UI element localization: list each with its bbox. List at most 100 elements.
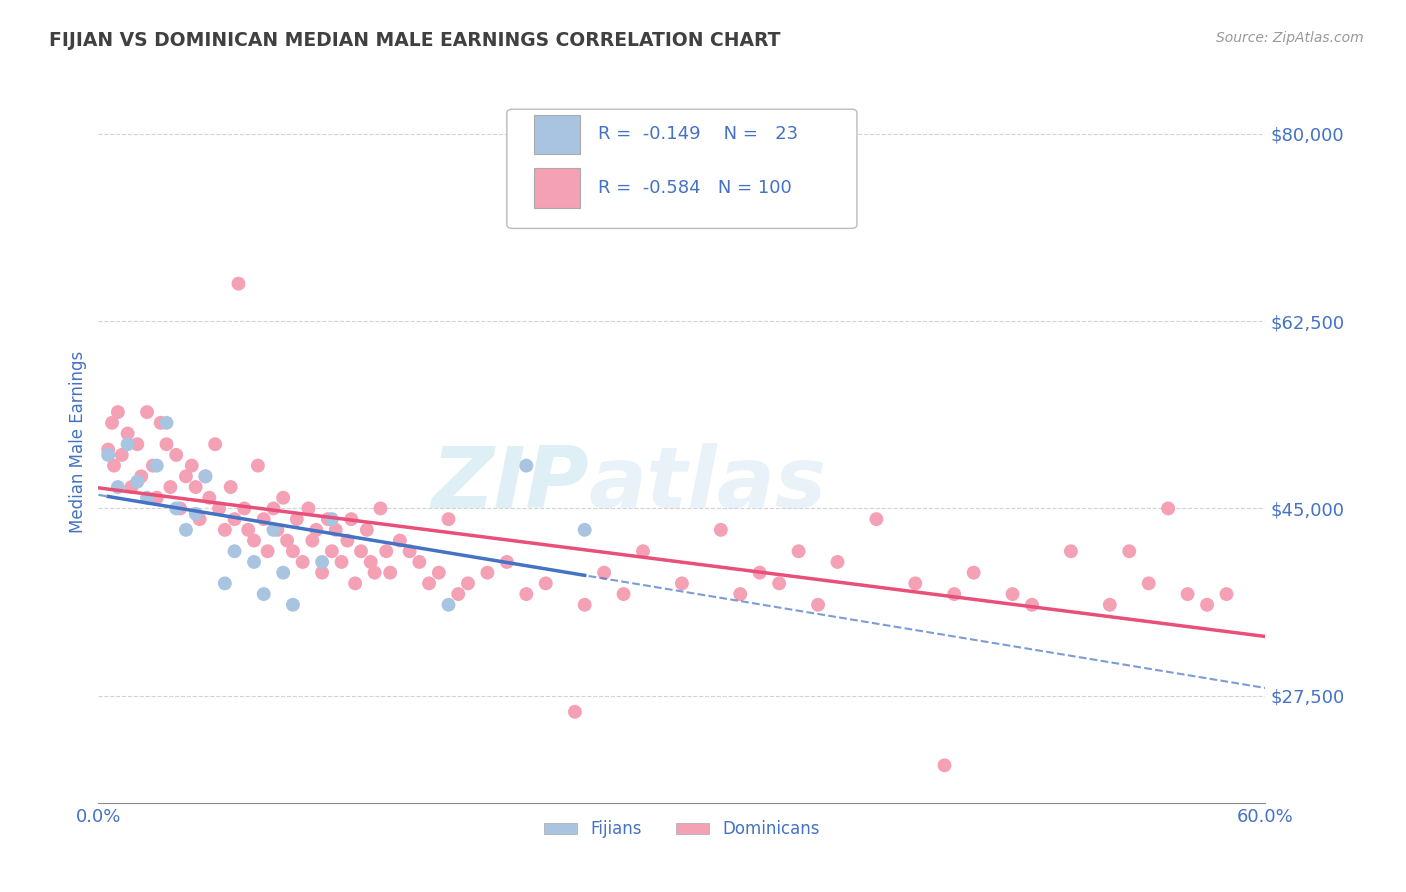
Point: [1137, 576, 1160, 591]
Point: [305, 523, 328, 537]
Text: R =  -0.149    N =   23: R = -0.149 N = 23: [598, 125, 799, 144]
Point: [1060, 544, 1083, 558]
Text: Source: ZipAtlas.com: Source: ZipAtlas.com: [1216, 31, 1364, 45]
Point: [297, 501, 319, 516]
Point: [127, 437, 149, 451]
Point: [107, 405, 129, 419]
Point: [316, 512, 339, 526]
Point: [246, 458, 269, 473]
Point: [136, 405, 159, 419]
Point: [169, 501, 191, 516]
Point: [437, 598, 460, 612]
Point: [1195, 598, 1218, 612]
Point: [224, 544, 246, 558]
Point: [97, 442, 120, 457]
Point: [233, 501, 256, 516]
Point: [165, 501, 187, 516]
Point: [904, 576, 927, 591]
Point: [111, 448, 134, 462]
Point: [159, 480, 181, 494]
Point: [1215, 587, 1237, 601]
Point: [155, 416, 177, 430]
Text: atlas: atlas: [589, 443, 827, 526]
Point: [291, 555, 314, 569]
Point: [321, 544, 343, 558]
Point: [380, 566, 402, 580]
Point: [146, 458, 169, 473]
Point: [350, 544, 373, 558]
Point: [228, 277, 250, 291]
Point: [330, 555, 353, 569]
Point: [375, 544, 398, 558]
Point: [934, 758, 956, 772]
Text: R =  -0.584   N = 100: R = -0.584 N = 100: [598, 179, 792, 197]
Point: [146, 491, 169, 505]
Point: [129, 469, 152, 483]
Point: [208, 501, 231, 516]
Point: [447, 587, 470, 601]
Point: [865, 512, 887, 526]
Point: [117, 437, 139, 451]
Text: FIJIAN VS DOMINICAN MEDIAN MALE EARNINGS CORRELATION CHART: FIJIAN VS DOMINICAN MEDIAN MALE EARNINGS…: [49, 31, 780, 50]
Point: [276, 533, 298, 548]
Point: [243, 533, 266, 548]
Point: [768, 576, 790, 591]
Point: [1118, 544, 1140, 558]
Point: [180, 458, 202, 473]
Point: [204, 437, 226, 451]
Point: [631, 544, 654, 558]
Point: [564, 705, 586, 719]
Point: [188, 512, 211, 526]
Point: [198, 491, 221, 505]
Point: [243, 555, 266, 569]
Point: [1021, 598, 1043, 612]
Y-axis label: Median Male Earnings: Median Male Earnings: [69, 351, 87, 533]
Point: [194, 469, 217, 483]
Point: [671, 576, 693, 591]
FancyBboxPatch shape: [534, 169, 581, 208]
Point: [943, 587, 966, 601]
Point: [496, 555, 519, 569]
Point: [363, 566, 385, 580]
Point: [136, 491, 159, 505]
Point: [477, 566, 499, 580]
Point: [515, 587, 537, 601]
Point: [321, 512, 343, 526]
Point: [427, 566, 450, 580]
Point: [97, 448, 120, 462]
Point: [165, 448, 187, 462]
Point: [1177, 587, 1199, 601]
FancyBboxPatch shape: [508, 109, 856, 228]
Point: [730, 587, 752, 601]
Point: [437, 512, 460, 526]
Legend: Fijians, Dominicans: Fijians, Dominicans: [537, 814, 827, 845]
Point: [1001, 587, 1024, 601]
Point: [155, 437, 177, 451]
Point: [103, 458, 125, 473]
Point: [117, 426, 139, 441]
Point: [214, 576, 236, 591]
Point: [256, 544, 278, 558]
Point: [149, 416, 172, 430]
Point: [224, 512, 246, 526]
Point: [515, 458, 537, 473]
Point: [271, 491, 294, 505]
Point: [356, 523, 378, 537]
Point: [1098, 598, 1121, 612]
Point: [271, 566, 294, 580]
Point: [787, 544, 810, 558]
Point: [301, 533, 323, 548]
Point: [370, 501, 392, 516]
Point: [534, 576, 557, 591]
Point: [807, 598, 830, 612]
Point: [710, 523, 733, 537]
Point: [574, 598, 596, 612]
Point: [336, 533, 359, 548]
Point: [262, 501, 284, 516]
Point: [574, 523, 596, 537]
Point: [748, 566, 770, 580]
Point: [388, 533, 411, 548]
Point: [962, 566, 984, 580]
Point: [121, 480, 143, 494]
Point: [219, 480, 242, 494]
